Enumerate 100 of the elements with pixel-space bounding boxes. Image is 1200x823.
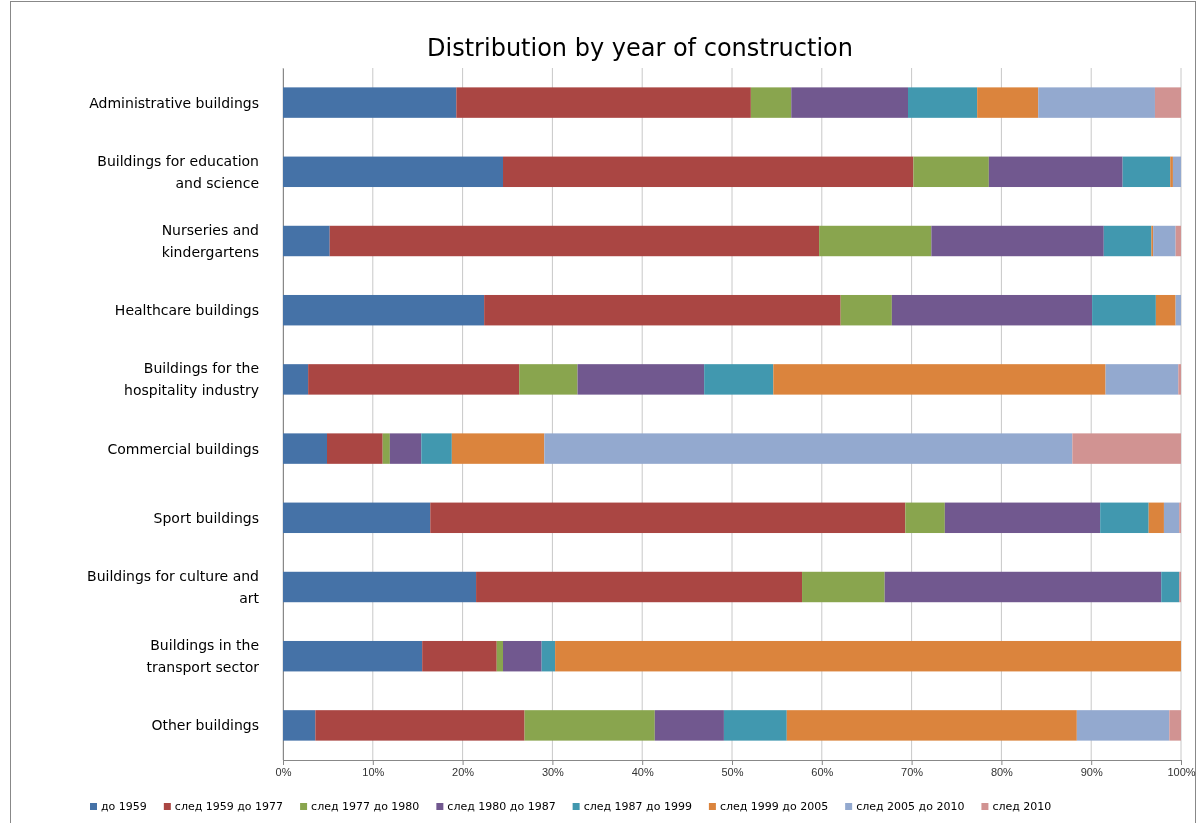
legend-label: след 1999 до 2005 — [719, 800, 829, 813]
bar — [283, 87, 457, 118]
bar — [1122, 156, 1171, 188]
bar — [484, 294, 841, 326]
bar — [704, 364, 774, 395]
bar — [1105, 364, 1179, 395]
bar — [1072, 433, 1181, 464]
bar — [1172, 156, 1181, 188]
bar — [1155, 294, 1176, 326]
bar — [1103, 225, 1152, 257]
bar — [750, 87, 792, 118]
bar — [1161, 571, 1180, 603]
x-tick-label: 40% — [631, 765, 654, 778]
bar — [382, 433, 390, 464]
bar — [503, 640, 542, 672]
y-tick-label: Sport buildings — [153, 509, 259, 526]
x-tick-label: 20% — [452, 765, 475, 778]
x-tick-label: 90% — [1080, 765, 1103, 778]
legend-label: след 2005 до 2010 — [856, 800, 965, 813]
legend-label: след 1987 до 1999 — [583, 800, 692, 813]
bar — [283, 710, 316, 741]
bar — [315, 710, 525, 741]
bar — [476, 571, 803, 603]
bar — [1038, 87, 1155, 118]
bar — [1169, 710, 1181, 741]
bar — [1092, 294, 1156, 326]
bar — [544, 433, 1073, 464]
x-tick-label: 30% — [541, 765, 565, 778]
bar — [389, 433, 422, 464]
bar — [931, 225, 1104, 257]
bar — [905, 502, 945, 534]
bar — [283, 225, 330, 257]
bar — [773, 364, 1106, 395]
bar — [802, 571, 885, 603]
bar — [283, 433, 327, 464]
bar — [283, 294, 485, 326]
bar — [988, 156, 1123, 188]
bar — [283, 640, 423, 672]
bar — [1100, 502, 1149, 534]
bar — [908, 87, 978, 118]
x-tick-label: 80% — [990, 765, 1014, 778]
bar — [1153, 225, 1176, 257]
bar — [496, 640, 504, 672]
chart-title: Distribution by year of construction — [427, 34, 853, 62]
x-tick-label: 70% — [901, 765, 924, 778]
bar — [1154, 87, 1181, 118]
y-tick-label: Administrative buildings — [89, 94, 259, 111]
bar — [329, 225, 820, 257]
bar — [654, 710, 724, 741]
y-tick-label: Other buildings — [151, 717, 259, 734]
bar — [791, 87, 909, 118]
x-tick-label: 50% — [721, 765, 744, 778]
y-tick-label: Buildings for culture and art — [87, 568, 260, 606]
x-tick-label: 100% — [1167, 765, 1196, 778]
bar — [840, 294, 892, 326]
bar — [913, 156, 989, 188]
legend-label: след 1980 до 1987 — [447, 800, 556, 813]
legend-label: до 1959 — [101, 800, 147, 813]
bar — [1170, 156, 1173, 188]
legend-label: след 1977 до 1980 — [311, 800, 420, 813]
x-tick-label: 0% — [275, 765, 292, 778]
y-tick-label: Buildings for the hospitality industry — [124, 360, 259, 399]
bar — [1178, 364, 1181, 395]
bar — [723, 710, 787, 741]
y-tick-label: Nurseries and kindergartens — [161, 222, 259, 260]
bar — [327, 433, 383, 464]
bar — [422, 640, 497, 672]
bar — [555, 640, 1181, 672]
bar — [891, 294, 1093, 326]
bar — [430, 502, 906, 534]
bar — [786, 710, 1077, 741]
bar — [524, 710, 655, 741]
bar — [283, 502, 431, 534]
bar — [1148, 502, 1164, 534]
y-tick-label: Healthcare buildings — [114, 302, 259, 319]
bar — [819, 225, 932, 257]
bar — [308, 364, 520, 395]
legend-label: след 2010 — [992, 800, 1052, 813]
x-tick-label: 60% — [811, 765, 834, 778]
y-tick-label: Commercial buildings — [107, 440, 259, 457]
bar — [283, 364, 309, 395]
y-tick-label: Buildings in the transport sector — [146, 637, 260, 676]
bar — [283, 156, 504, 188]
bar — [577, 364, 705, 395]
bar — [1175, 225, 1181, 257]
bar — [519, 364, 578, 395]
bar — [503, 156, 914, 188]
bar — [944, 502, 1101, 534]
bar — [1175, 294, 1181, 326]
bar — [421, 433, 452, 464]
legend-label: след 1959 до 1977 — [174, 800, 284, 813]
x-tick-label: 10% — [362, 765, 385, 778]
bar — [1163, 502, 1180, 534]
bar — [456, 87, 751, 118]
bar — [283, 571, 477, 603]
bar — [977, 87, 1039, 118]
bar — [884, 571, 1162, 603]
y-tick-label: Buildings for education and science — [97, 152, 259, 191]
bar — [541, 640, 556, 672]
bar — [1076, 710, 1170, 741]
